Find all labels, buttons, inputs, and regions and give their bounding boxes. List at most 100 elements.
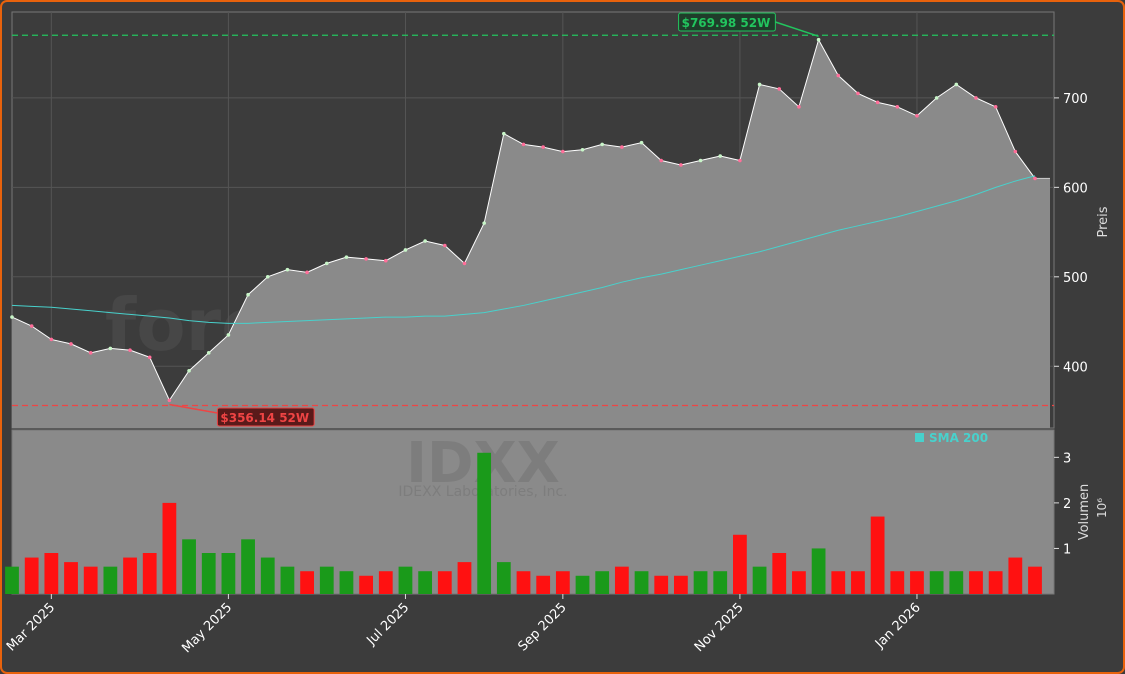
y-axis-label: Preis	[1096, 206, 1111, 237]
price-point	[88, 351, 93, 355]
volume-bar	[418, 571, 433, 594]
volume-bar	[654, 575, 669, 594]
y-tick-label: 500	[1063, 271, 1088, 286]
volume-bar	[811, 548, 826, 594]
price-point	[1033, 176, 1037, 181]
price-point	[580, 147, 585, 152]
price-point	[777, 87, 782, 91]
volume-bar	[221, 553, 236, 594]
volume-bar	[339, 571, 354, 594]
volume-bar	[437, 571, 452, 594]
price-point	[856, 91, 860, 96]
volume-bar	[241, 539, 255, 594]
volume-bar	[123, 557, 137, 594]
price-point	[915, 113, 919, 118]
price-point	[69, 342, 73, 346]
volume-bar	[772, 553, 787, 594]
legend-swatch	[915, 433, 924, 442]
volume-bar	[457, 562, 472, 594]
price-point	[718, 154, 723, 158]
price-point	[187, 368, 191, 373]
price-point	[128, 348, 132, 352]
volume-bar	[496, 562, 511, 594]
price-point	[875, 100, 880, 105]
volume-bar	[634, 571, 649, 594]
volume-bar	[182, 539, 196, 594]
volume-bar	[969, 571, 983, 594]
price-point	[226, 333, 231, 337]
volume-bar	[260, 557, 275, 594]
volume-bar	[575, 575, 590, 594]
volume-bar	[870, 516, 885, 594]
price-point	[246, 292, 250, 297]
volume-bar	[477, 452, 492, 594]
volume-bar	[398, 566, 413, 594]
price-point	[265, 275, 270, 279]
volume-bar	[300, 571, 314, 594]
price-point	[167, 398, 172, 403]
volume-bar	[792, 571, 806, 594]
price-point	[541, 145, 545, 149]
price-point	[10, 315, 14, 319]
volume-bar	[595, 571, 610, 594]
annotation-box	[216, 407, 315, 427]
volume-bar	[614, 566, 629, 594]
volume-bar	[713, 571, 728, 594]
price-point	[502, 131, 506, 136]
price-point	[738, 158, 742, 163]
price-point	[561, 149, 565, 154]
volume-bar	[24, 557, 39, 594]
price-point	[462, 261, 467, 266]
price-point	[443, 243, 447, 248]
price-point	[403, 248, 408, 252]
volume-bar	[890, 571, 905, 594]
volume-bar	[929, 571, 944, 594]
price-point	[206, 351, 211, 355]
price-point	[285, 267, 290, 272]
volume-bar	[201, 553, 216, 594]
price-point	[423, 239, 427, 243]
y-tick-label: 700	[1063, 92, 1088, 107]
price-point	[934, 96, 939, 100]
price-point	[659, 158, 664, 163]
annotation-label: $769.98 52W	[682, 16, 771, 30]
volume-bar	[988, 571, 1003, 594]
annotation-arrow	[775, 21, 819, 37]
price-point	[698, 158, 703, 163]
legend-label: SMA 200	[929, 431, 988, 445]
volume-bar	[752, 566, 767, 594]
volume-bar	[555, 571, 570, 594]
price-point	[679, 163, 683, 167]
y-tick-label: 1	[1063, 542, 1071, 557]
volume-bar	[733, 534, 747, 594]
volume-bar	[851, 571, 865, 594]
price-point	[639, 140, 644, 145]
price-point	[954, 82, 959, 87]
volume-bar	[359, 575, 374, 594]
y-tick-label: 400	[1063, 360, 1088, 375]
price-area	[12, 39, 1050, 428]
annotation-arrow	[169, 403, 218, 414]
volume-bar	[673, 575, 688, 594]
price-point	[344, 255, 349, 259]
volume-bar	[142, 553, 157, 594]
price-point	[521, 142, 526, 147]
price-point	[836, 73, 841, 78]
y-tick-label: 2	[1063, 497, 1071, 512]
price-point	[1013, 149, 1018, 154]
volume-bar	[5, 566, 19, 594]
volume-bar	[516, 571, 531, 594]
price-point	[895, 105, 900, 109]
sma-line	[11, 175, 1036, 324]
volume-bar	[910, 571, 924, 594]
volume-bar	[103, 566, 118, 594]
price-point	[324, 261, 329, 266]
volume-bar	[949, 571, 964, 594]
volume-bar	[44, 553, 59, 594]
price-point	[29, 324, 34, 328]
volume-bar	[378, 571, 393, 594]
volume-bar	[693, 571, 708, 594]
volume-bar	[319, 566, 334, 594]
price-point	[108, 346, 113, 351]
price-point	[482, 221, 486, 225]
